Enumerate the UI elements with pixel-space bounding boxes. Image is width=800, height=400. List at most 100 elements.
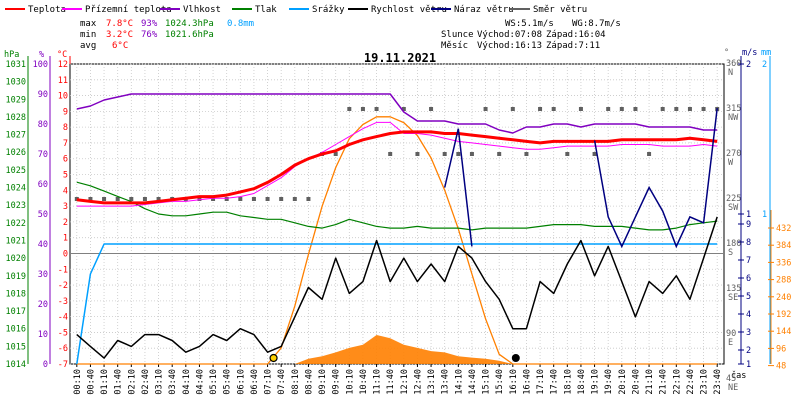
ms-tick-1: 1 xyxy=(746,210,751,220)
stat-avg-temp: 6°C xyxy=(112,41,128,51)
dir-unit-label: ° xyxy=(724,48,729,58)
x-tick-32: 16:10 xyxy=(509,369,519,395)
wind-dir-point-39 xyxy=(606,107,611,111)
grid xyxy=(70,63,724,365)
hpa-tick-6: 1025 xyxy=(6,166,26,176)
stats-block: max 7.8°C 93% 1024.3hPa 0.8mm min 3.2°C … xyxy=(80,19,254,51)
x-tick-16: 08:10 xyxy=(291,369,301,395)
wind-dir-point-2 xyxy=(102,197,107,201)
temp-tick-18: -6 xyxy=(58,344,68,354)
x-tick-35: 17:40 xyxy=(550,369,560,395)
wind-dir-point-37 xyxy=(578,107,583,111)
ms-tick-3: 8 xyxy=(746,238,751,248)
x-tick-26: 13:10 xyxy=(427,369,437,395)
ms-unit-label: m/s xyxy=(742,48,757,58)
x-tick-0: 00:10 xyxy=(73,369,83,395)
moon-label: Měsíc xyxy=(441,41,468,51)
x-tick-46: 23:10 xyxy=(700,369,710,395)
wind-dir-point-28 xyxy=(456,152,461,156)
x-tick-47: 23:40 xyxy=(713,369,723,395)
hpa-tick-13: 1018 xyxy=(6,289,26,299)
pct-tick-6: 40 xyxy=(38,240,48,250)
rad-tick-6: 144 xyxy=(776,327,791,337)
stat-max-rain: 0.8mm xyxy=(227,19,254,29)
hpa-tick-14: 1017 xyxy=(6,307,26,317)
wind-gust-segment-1 xyxy=(593,108,718,249)
wind-gust-info: WG:8.7m/s xyxy=(572,19,621,29)
radiation-area xyxy=(76,335,718,364)
x-tick-17: 08:40 xyxy=(304,369,314,395)
x-tick-31: 15:40 xyxy=(495,369,505,395)
x-tick-15: 07:40 xyxy=(277,369,287,395)
wind-dir-point-12 xyxy=(238,197,243,201)
x-tick-25: 12:40 xyxy=(413,369,423,395)
x-tick-22: 11:10 xyxy=(373,369,383,395)
rad-tick-1: 384 xyxy=(776,241,791,251)
wind-speed-line xyxy=(76,216,718,359)
wind-dir-point-0 xyxy=(74,197,79,201)
dir-tick-label-4: S xyxy=(728,248,733,258)
temp-tick-6: 6 xyxy=(63,155,68,165)
wind-dir-point-46 xyxy=(701,107,706,111)
x-tick-24: 12:10 xyxy=(400,369,410,395)
hpa-tick-10: 1021 xyxy=(6,236,26,246)
x-tick-19: 09:40 xyxy=(332,369,342,395)
wind-dir-point-31 xyxy=(497,152,502,156)
legend-label-7: Směr větru xyxy=(533,5,587,15)
temp-tick-3: 9 xyxy=(63,107,68,117)
x-tick-18: 09:10 xyxy=(318,369,328,395)
x-tick-30: 15:10 xyxy=(482,369,492,395)
x-tick-9: 04:40 xyxy=(195,369,205,395)
x-tick-42: 21:10 xyxy=(645,369,655,395)
right-axes: 360N315NW270W225SW180S135SE90E45NE219876… xyxy=(726,56,791,393)
x-tick-45: 22:40 xyxy=(686,369,696,395)
temp-tick-8: 4 xyxy=(63,186,68,196)
wind-dir-point-33 xyxy=(524,152,529,156)
wind-dir-point-40 xyxy=(619,107,624,111)
chart-title: 19.11.2021 xyxy=(364,51,436,65)
x-tick-43: 21:40 xyxy=(659,369,669,395)
wind-dir-point-5 xyxy=(142,197,147,201)
temp-tick-11: 1 xyxy=(63,234,68,244)
temp-tick-1: 11 xyxy=(58,76,68,86)
stat-min-pressure: 1021.6hPa xyxy=(165,30,214,40)
left-axes: 1031103010291028102710261025102410231022… xyxy=(6,56,71,370)
wind-dir-point-30 xyxy=(483,107,488,111)
pct-tick-4: 60 xyxy=(38,180,48,190)
wind-dir-point-3 xyxy=(115,197,120,201)
rad-tick-4: 240 xyxy=(776,293,791,303)
temp-tick-7: 5 xyxy=(63,171,68,181)
temp-tick-16: -4 xyxy=(58,313,68,323)
x-tick-36: 18:10 xyxy=(563,369,573,395)
wind-dir-point-11 xyxy=(224,197,229,201)
legend-label-4: Srážky xyxy=(312,5,345,15)
ground-temp-line xyxy=(76,121,718,207)
dir-tick-5: 135 xyxy=(726,284,741,294)
dir-tick-1: 315 xyxy=(726,104,741,114)
temp-tick-13: -1 xyxy=(58,265,68,275)
wind-gust-segment-0 xyxy=(443,128,473,247)
dir-tick-label-0: N xyxy=(728,68,733,78)
pct-tick-1: 90 xyxy=(38,90,48,100)
humidity-line xyxy=(76,93,718,134)
legend-label-0: Teplota xyxy=(28,5,66,15)
dir-tick-label-5: SE xyxy=(728,293,738,303)
wind-dir-point-22 xyxy=(374,107,379,111)
radiation-line xyxy=(76,116,718,365)
wind-dir-point-36 xyxy=(565,152,570,156)
x-tick-23: 11:40 xyxy=(386,369,396,395)
wind-dir-point-29 xyxy=(469,152,474,156)
hpa-tick-3: 1028 xyxy=(6,113,26,123)
x-tick-7: 03:40 xyxy=(168,369,178,395)
wind-dir-point-10 xyxy=(211,197,216,201)
temp-tick-4: 8 xyxy=(63,123,68,133)
hpa-tick-1: 1030 xyxy=(6,78,26,88)
x-tick-14: 07:10 xyxy=(264,369,274,395)
wind-dir-point-15 xyxy=(279,197,284,201)
hpa-tick-9: 1022 xyxy=(6,219,26,229)
temp-tick-19: -7 xyxy=(58,360,68,370)
pct-tick-3: 70 xyxy=(38,150,48,160)
x-tick-6: 03:10 xyxy=(155,369,165,395)
dir-tick-label-3: SW xyxy=(728,203,739,213)
temp-tick-9: 3 xyxy=(63,202,68,212)
